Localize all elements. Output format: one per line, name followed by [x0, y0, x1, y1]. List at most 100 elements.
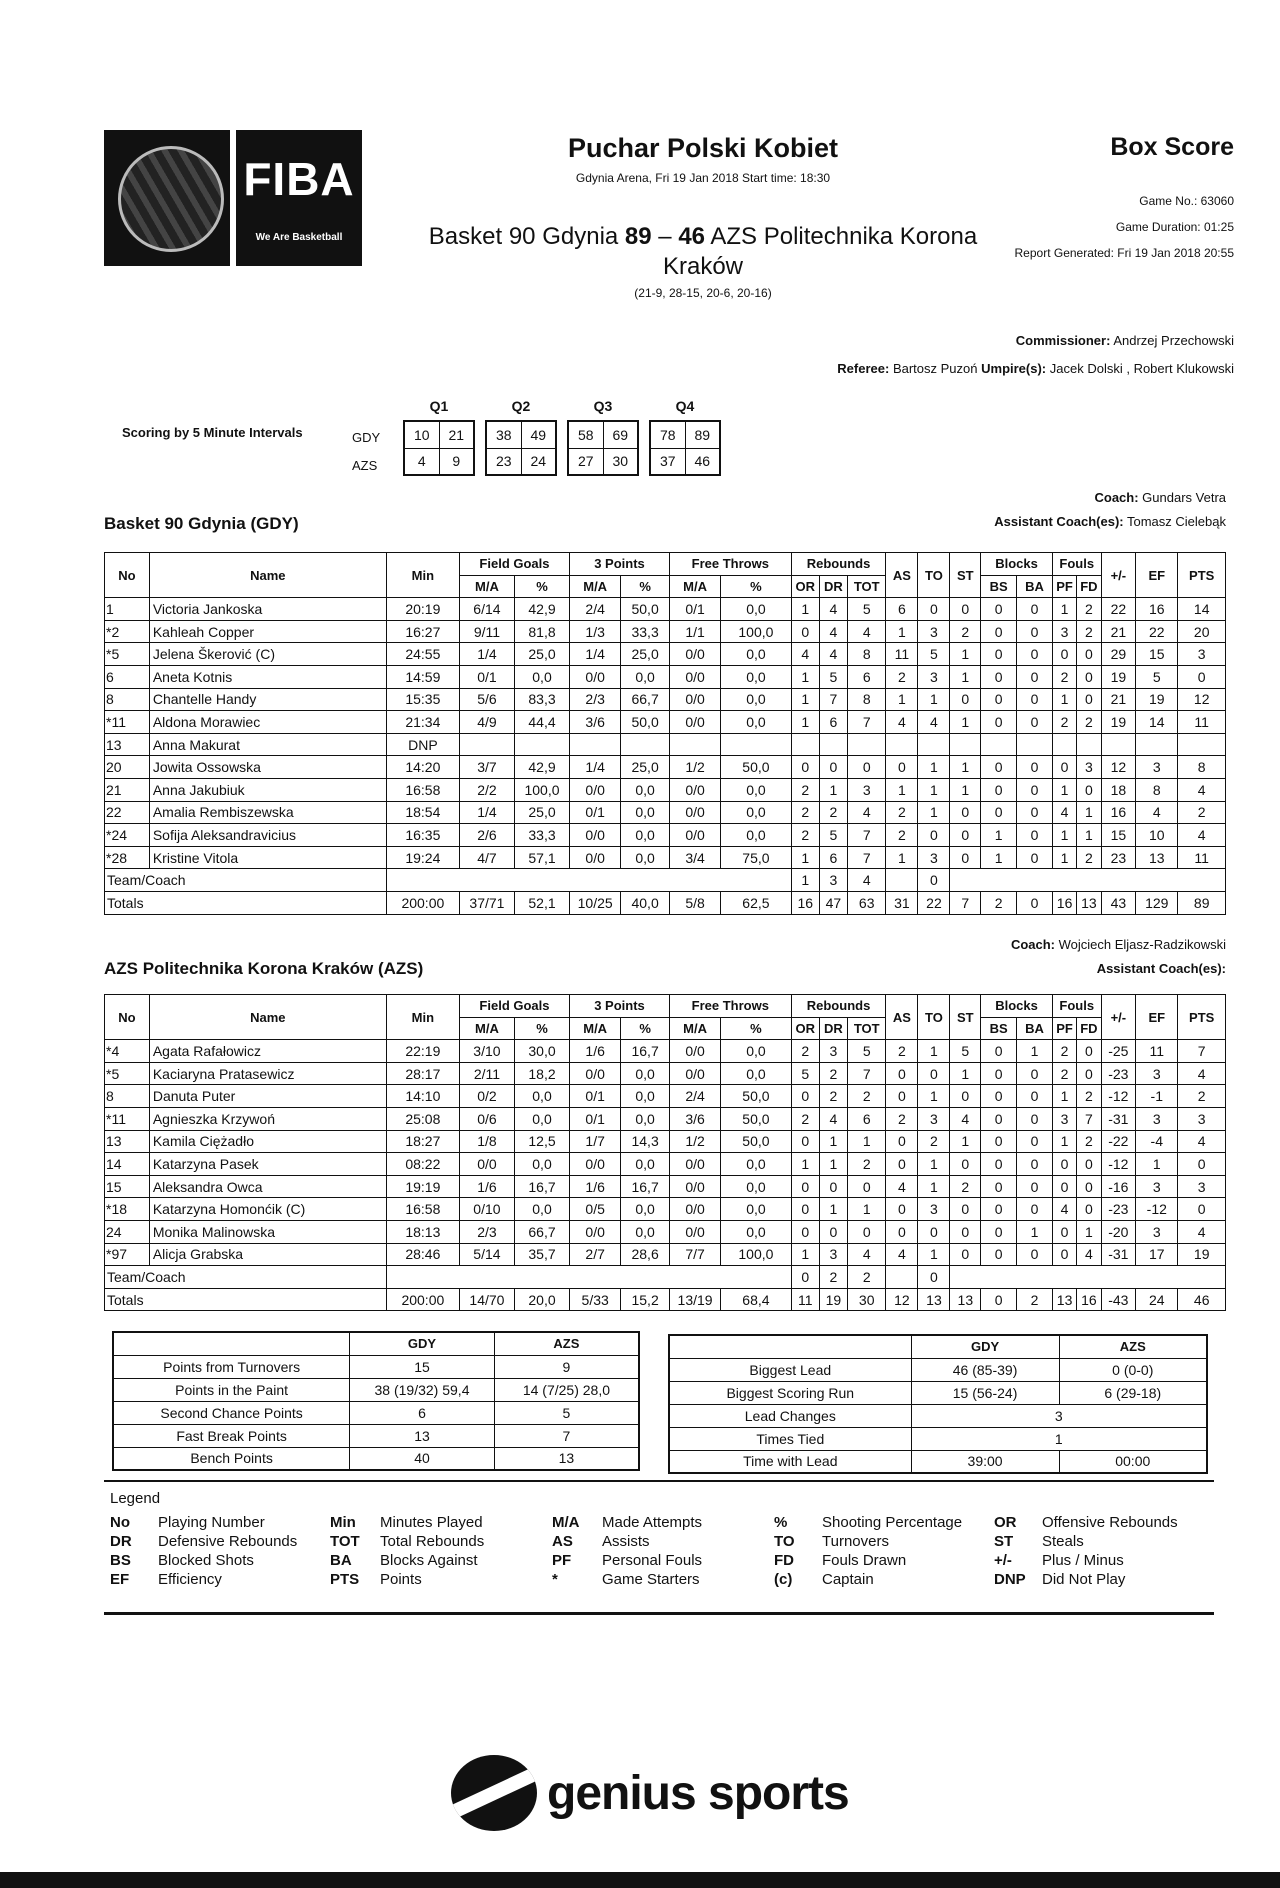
stat-cell: 0 — [1051, 1174, 1078, 1199]
player-number: 6 — [104, 664, 150, 689]
team-coach-row: Team/Coach 0 2 2 0 — [104, 1265, 1226, 1289]
stat-cell: 14:59 — [385, 664, 460, 689]
home-team: Basket 90 Gdynia — [428, 223, 619, 250]
legend-key: M/A — [552, 1514, 580, 1531]
empty-cell — [949, 868, 1226, 892]
player-number: 1 — [104, 597, 150, 621]
stat-cell: 4 — [1177, 1219, 1226, 1244]
team2-coaches: Coach: Wojciech Eljasz-Radzikowski Assis… — [1011, 933, 1226, 981]
stat-cell: 0 — [1076, 1197, 1102, 1221]
interval-score: 27 — [567, 447, 604, 476]
summary-row: Bench Points 40 13 — [112, 1446, 640, 1471]
stat-cell: 0 — [1051, 1152, 1078, 1176]
stat-cell: 0 — [1016, 664, 1053, 689]
stat-cell: 4 — [1051, 800, 1078, 825]
stat-cell: 1/6 — [569, 1174, 622, 1199]
stat-cell: 0 — [980, 1106, 1018, 1131]
interval-row: 10 21 — [403, 420, 475, 449]
player-name: Jelena Škerović (C) — [148, 642, 387, 666]
stat-cell: 0 — [980, 1084, 1018, 1108]
stat-cell: 1 — [1051, 597, 1078, 621]
stat-cell: 0/0 — [668, 777, 722, 802]
stat-cell: 100,0 — [513, 777, 571, 802]
summary-row: Points in the Paint 38 (19/32) 59,4 14 (7/… — [112, 1377, 640, 1402]
stat-cell: 0 — [980, 1174, 1018, 1199]
stat-cell: 0,0 — [720, 777, 792, 802]
quarter-column: Q1 10 21 4 9 — [403, 398, 475, 476]
stat-cell: 6 — [818, 845, 849, 870]
column-header: Name — [148, 551, 387, 599]
player-name: Kristine Vitola — [148, 845, 387, 870]
quarter-label: Q4 — [675, 398, 695, 414]
stat-cell: 0 — [1016, 823, 1053, 847]
stat-cell: 2 — [818, 800, 849, 825]
referee: Bartosz Puzoń — [892, 361, 978, 376]
quarter-label: Q3 — [593, 398, 613, 414]
player-name: Katarzyna Pasek — [148, 1152, 387, 1176]
commissioner: Andrzej Przechowski — [1113, 333, 1234, 348]
stat-cell: 0 — [917, 823, 951, 847]
stat-cell: 7/7 — [668, 1242, 722, 1267]
stat-cell: 15 — [1135, 642, 1179, 666]
stat-cell: 50,0 — [720, 755, 792, 779]
stat-cell: -1 — [1135, 1084, 1179, 1108]
legend-desc: Minutes Played — [380, 1514, 483, 1531]
summary-value: 6 (29-18) — [1058, 1380, 1208, 1405]
stat-cell: 0 — [1016, 1061, 1053, 1086]
player-name: Aneta Kotnis — [148, 664, 387, 689]
total-cell: 5/8 — [668, 890, 722, 915]
summary-head-cell: GDY — [349, 1331, 495, 1356]
stat-cell: 0/10 — [458, 1197, 515, 1221]
stat-cell: 0/0 — [668, 710, 722, 734]
legend-desc: Playing Number — [158, 1514, 265, 1531]
subheader-row: M/A% M/A% M/A% OR DR TOT BS BA PF FD — [105, 1016, 1226, 1041]
stat-cell: 0 — [790, 755, 820, 779]
stat-cell — [885, 732, 919, 757]
stat-cell: 19 — [1100, 664, 1137, 689]
player-name: Kahleah Copper — [148, 619, 387, 644]
stat-cell — [980, 732, 1018, 757]
player-name: Kaciaryna Pratasewicz — [148, 1061, 387, 1086]
stat-cell: 1/4 — [569, 642, 622, 666]
stat-cell: 0/0 — [569, 1219, 622, 1244]
stat-cell: 7 — [1076, 1106, 1102, 1131]
stat-cell: 18:27 — [385, 1129, 460, 1154]
legend-desc: Fouls Drawn — [822, 1552, 907, 1569]
summary-row: Second Chance Points 6 5 — [112, 1400, 640, 1425]
interval-score: 58 — [567, 420, 604, 449]
column-header: Name — [148, 993, 387, 1041]
stat-cell: -16 — [1100, 1174, 1137, 1199]
column-header: TO — [917, 551, 951, 599]
home-score: 89 — [624, 223, 652, 250]
bottom-bar — [0, 1872, 1280, 1888]
player-number: 22 — [104, 800, 150, 825]
stat-cell: 16,7 — [620, 1174, 670, 1199]
summary-label: Time with Lead — [668, 1449, 912, 1474]
summary-row: Times Tied 1 — [668, 1426, 1208, 1451]
stat-cell: 4 — [1177, 1129, 1226, 1154]
stat-cell: 1 — [980, 845, 1018, 870]
total-cell: 5/33 — [569, 1287, 622, 1312]
column-header: PTS — [1177, 993, 1226, 1041]
stat-cell: 100,0 — [720, 619, 792, 644]
summary-value: 15 (56-24) — [910, 1380, 1060, 1405]
stat-cell — [668, 732, 722, 757]
stat-cell: 30,0 — [513, 1039, 571, 1063]
assistant-coach: Tomasz Cielebąk — [1127, 514, 1226, 529]
totals-label: Totals — [104, 1287, 387, 1312]
stat-cell: 0 — [1177, 664, 1226, 689]
stat-cell: 0/0 — [458, 1152, 515, 1176]
column-header: EF — [1135, 993, 1179, 1041]
stat-cell: 1 — [1076, 823, 1102, 847]
stat-cell: 3 — [846, 777, 887, 802]
stat-cell: 6 — [846, 1106, 887, 1131]
stat-cell: 0/0 — [668, 1197, 722, 1221]
stat-cell: 7 — [846, 710, 887, 734]
stat-cell: 3 — [1051, 1106, 1078, 1131]
stat-cell: 0 — [949, 1152, 982, 1176]
column-subheader: BA — [1016, 1016, 1053, 1041]
column-header: EF — [1135, 551, 1179, 599]
summary-value: 40 — [349, 1446, 495, 1471]
stat-cell: 19 — [1135, 687, 1179, 712]
brand-name: genius sports — [547, 1766, 850, 1820]
